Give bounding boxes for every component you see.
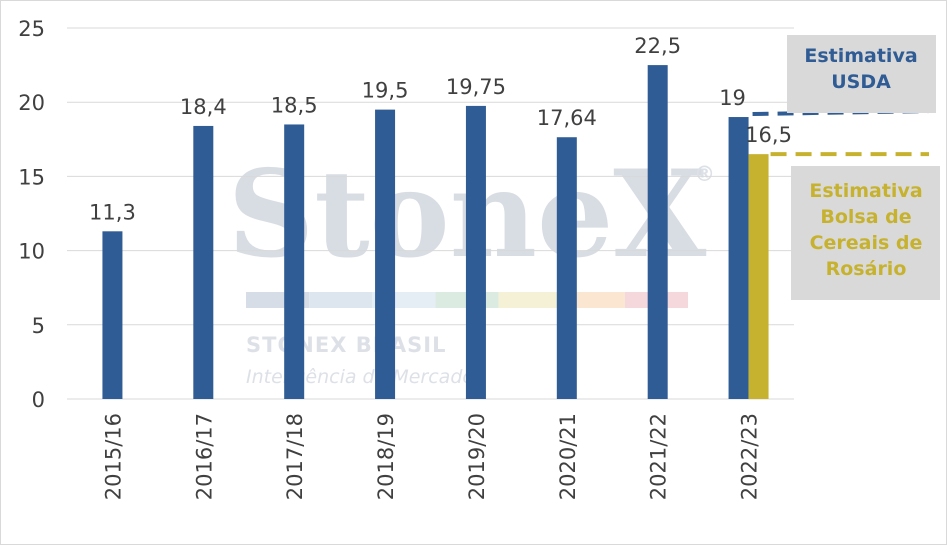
data-label: 18,5 bbox=[271, 93, 318, 117]
data-labels: 11,3 18,4 18,5 19,5 19,75 17,64 22,5 19 16,5 bbox=[89, 34, 792, 224]
callout-rosario-text: Bolsa de bbox=[820, 206, 911, 228]
data-label: 19 bbox=[719, 86, 746, 110]
data-label: 19,5 bbox=[362, 79, 409, 103]
watermark-subtitle: STONEX BRASIL bbox=[246, 333, 446, 357]
x-tick-label: 2020/21 bbox=[556, 413, 580, 500]
bar-usda bbox=[102, 231, 123, 399]
data-label: 18,4 bbox=[180, 95, 227, 119]
x-tick-label: 2022/23 bbox=[738, 413, 762, 500]
callout-usda-text: USDA bbox=[831, 71, 891, 93]
data-label: 11,3 bbox=[89, 200, 136, 224]
data-label: 17,64 bbox=[537, 106, 597, 130]
callout-usda-text: Estimativa bbox=[804, 45, 917, 67]
callout-rosario-text: Cereais de bbox=[810, 232, 923, 254]
y-tick-label: 5 bbox=[32, 314, 45, 338]
x-tick-label: 2018/19 bbox=[374, 413, 398, 500]
data-label: 19,75 bbox=[446, 75, 506, 99]
x-tick-label: 2015/16 bbox=[101, 413, 125, 500]
watermark-stripe bbox=[498, 292, 562, 308]
y-tick-label: 25 bbox=[18, 17, 45, 41]
data-label: 16,5 bbox=[745, 123, 792, 147]
data-label: 22,5 bbox=[634, 34, 681, 58]
callout-rosario-box bbox=[791, 166, 940, 300]
bar-usda bbox=[728, 117, 749, 399]
callout-rosario-text: Rosário bbox=[826, 258, 907, 280]
callout-rosario-text: Estimativa bbox=[809, 180, 922, 202]
bar-usda bbox=[647, 65, 668, 399]
watermark-stripe bbox=[561, 292, 625, 308]
x-tick-label: 2021/22 bbox=[647, 413, 671, 500]
callouts: Estimativa USDA Estimativa Bolsa de Cereais … bbox=[787, 35, 940, 300]
callout-usda-box bbox=[787, 35, 936, 113]
bars bbox=[102, 65, 769, 400]
y-axis-ticks: 0 5 10 15 20 25 bbox=[18, 17, 45, 412]
y-tick-label: 15 bbox=[18, 165, 45, 189]
watermark-registered-mark: ® bbox=[694, 162, 716, 186]
bar-rosario bbox=[748, 154, 769, 399]
bar-usda bbox=[465, 105, 486, 399]
bar-usda bbox=[193, 125, 214, 399]
bar-usda bbox=[284, 124, 305, 400]
y-tick-label: 20 bbox=[18, 91, 45, 115]
bar-usda bbox=[556, 137, 577, 399]
y-tick-label: 10 bbox=[18, 240, 45, 264]
watermark-tagline: Inteligência de Mercado bbox=[246, 366, 474, 388]
x-tick-label: 2017/18 bbox=[283, 413, 307, 500]
y-tick-label: 0 bbox=[32, 388, 45, 412]
bar-usda bbox=[375, 109, 396, 400]
x-tick-label: 2019/20 bbox=[465, 413, 489, 500]
gridlines bbox=[67, 27, 794, 400]
x-tick-label: 2016/17 bbox=[192, 413, 216, 500]
watermark-stripe bbox=[309, 292, 373, 308]
x-axis-ticks: 2015/16 2016/17 2017/18 2018/19 2019/20 2020/… bbox=[101, 413, 761, 500]
